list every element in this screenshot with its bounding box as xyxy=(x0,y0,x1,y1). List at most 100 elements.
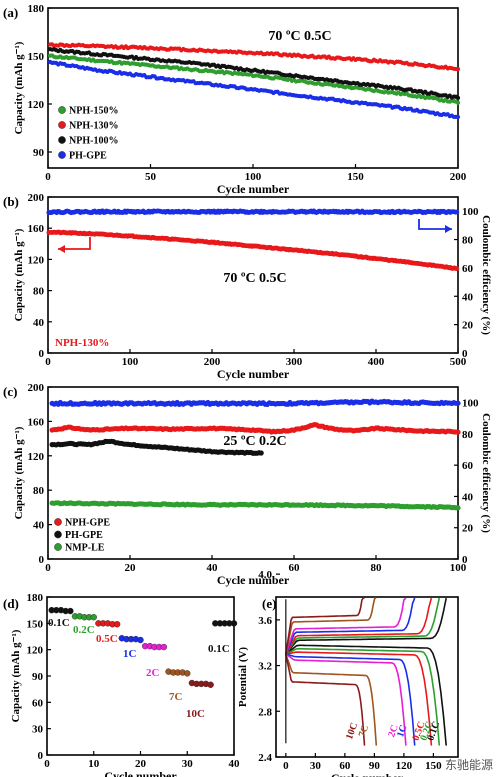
x-tick-label: 200 xyxy=(450,171,467,183)
rate-label: 1C xyxy=(123,648,137,660)
rate-label: 0.1C xyxy=(208,643,230,655)
y2-tick-label: 20 xyxy=(462,320,474,332)
y-tick-label: 3.2 xyxy=(258,661,272,673)
legend-marker xyxy=(58,121,66,129)
y-tick-label: 2.8 xyxy=(258,706,272,718)
y2-tick-label: 60 xyxy=(462,460,474,472)
legend-marker xyxy=(58,106,66,114)
data-point xyxy=(160,643,168,651)
legend-label: PH-GPE xyxy=(65,530,103,541)
y2-axis-label: Coulombic efficiency (%) xyxy=(480,215,492,335)
y2-tick-label: 100 xyxy=(462,206,479,218)
chart-title: 70 ºC 0.5C xyxy=(268,29,331,44)
x-tick-label: 40 xyxy=(229,758,241,770)
y-tick-label: 90 xyxy=(32,671,44,683)
legend-label: NMP-LE xyxy=(65,543,105,554)
x-tick-label: 200 xyxy=(204,356,221,368)
data-point xyxy=(258,450,264,456)
x-axis-label: Cycle number xyxy=(104,769,177,777)
rate-label: 2C xyxy=(386,724,401,739)
rate-label: 7C xyxy=(357,724,372,739)
charge-curve xyxy=(285,597,377,655)
rate-label: 2C xyxy=(146,667,160,679)
y-tick-label: 180 xyxy=(28,3,45,15)
x-axis-label: Cycle number xyxy=(217,573,290,587)
data-point xyxy=(230,620,238,627)
right-axis-arrowhead xyxy=(445,225,452,233)
data-point xyxy=(137,636,144,644)
data-point xyxy=(455,100,461,105)
legend-label: NPH-GPE xyxy=(65,518,110,529)
x-tick-label: 60 xyxy=(289,562,301,574)
rate-label: 7C xyxy=(169,691,183,703)
y-tick-label: 40 xyxy=(33,520,45,532)
y-tick-label: 160 xyxy=(28,416,45,428)
legend-label: NPH-100% xyxy=(69,136,118,147)
data-point xyxy=(454,209,460,215)
panel-label: (c) xyxy=(3,384,17,399)
legend-label: NPH-150% xyxy=(69,106,118,117)
x-tick-label: 150 xyxy=(425,760,442,772)
discharge-curve xyxy=(285,653,366,746)
x-tick-label: 0 xyxy=(283,760,289,772)
right-axis-arrow xyxy=(418,219,452,230)
x-axis-label: Cycle number xyxy=(217,182,290,196)
panel-label: (e) xyxy=(262,596,276,611)
legend-label: NPH-130% xyxy=(69,121,118,132)
plot-frame xyxy=(47,386,459,560)
y-tick-label: 150 xyxy=(28,51,45,63)
annotation-label: NPH-130% xyxy=(55,337,109,349)
data-point xyxy=(67,607,74,615)
x-axis-label: Cycle number xyxy=(331,771,404,777)
y-axis-label: Capacity (mAh g⁻¹) xyxy=(13,426,25,519)
y-axis-label: Capacity (mAh g⁻¹) xyxy=(13,41,25,134)
y2-tick-label: 40 xyxy=(462,491,474,503)
discharge-curve xyxy=(285,653,378,746)
y-tick-label: 160 xyxy=(28,223,45,235)
data-point xyxy=(454,266,460,272)
y2-tick-label: 0 xyxy=(462,348,468,360)
discharge-curve xyxy=(285,644,447,746)
x-tick-label: 100 xyxy=(122,356,139,368)
data-point xyxy=(455,114,461,120)
x-tick-label: 20 xyxy=(125,562,137,574)
y2-tick-label: 100 xyxy=(462,398,479,410)
x-tick-label: 60 xyxy=(339,760,351,772)
y-tick-label: 120 xyxy=(27,645,44,657)
x-tick-label: 500 xyxy=(450,356,467,368)
y-tick-label: 200 xyxy=(28,192,45,204)
x-tick-label: 0 xyxy=(45,356,51,368)
x-tick-label: 100 xyxy=(245,171,262,183)
y-tick-label: 150 xyxy=(27,618,44,630)
x-tick-label: 50 xyxy=(145,171,157,183)
charge-curve xyxy=(285,597,416,655)
charge-curve xyxy=(285,597,433,655)
rate-label: 0.2C xyxy=(73,624,95,636)
plot-frame xyxy=(46,596,235,756)
x-tick-label: 90 xyxy=(369,760,381,772)
legend-marker xyxy=(58,151,66,159)
discharge-curve xyxy=(285,653,407,746)
rate-label: 10C xyxy=(344,721,360,741)
x-tick-label: 150 xyxy=(347,171,364,183)
y2-tick-label: 40 xyxy=(462,291,474,303)
data-point xyxy=(455,429,461,435)
legend-label: PH-GPE xyxy=(69,151,107,162)
y-tick-label: 60 xyxy=(32,697,44,709)
y2-axis-label: Coulombic efficiency (%) xyxy=(480,413,492,533)
y-tick-label: 3.6 xyxy=(258,615,272,627)
legend-marker xyxy=(54,518,62,526)
y-tick-label: 0 xyxy=(38,750,44,762)
y-tick-label: 120 xyxy=(28,99,45,111)
discharge-curve xyxy=(285,651,433,746)
y2-tick-label: 80 xyxy=(462,235,474,247)
charge-curve xyxy=(285,597,447,655)
discharge-curve xyxy=(285,647,441,746)
y-tick-label: 2.4 xyxy=(258,752,272,764)
y-axis-label: Capacity (mAh g⁻¹) xyxy=(10,629,22,722)
rate-label: 10C xyxy=(186,708,205,720)
rate-label: 0.1C xyxy=(48,617,70,629)
data-point xyxy=(455,400,461,406)
legend-marker xyxy=(58,136,66,144)
